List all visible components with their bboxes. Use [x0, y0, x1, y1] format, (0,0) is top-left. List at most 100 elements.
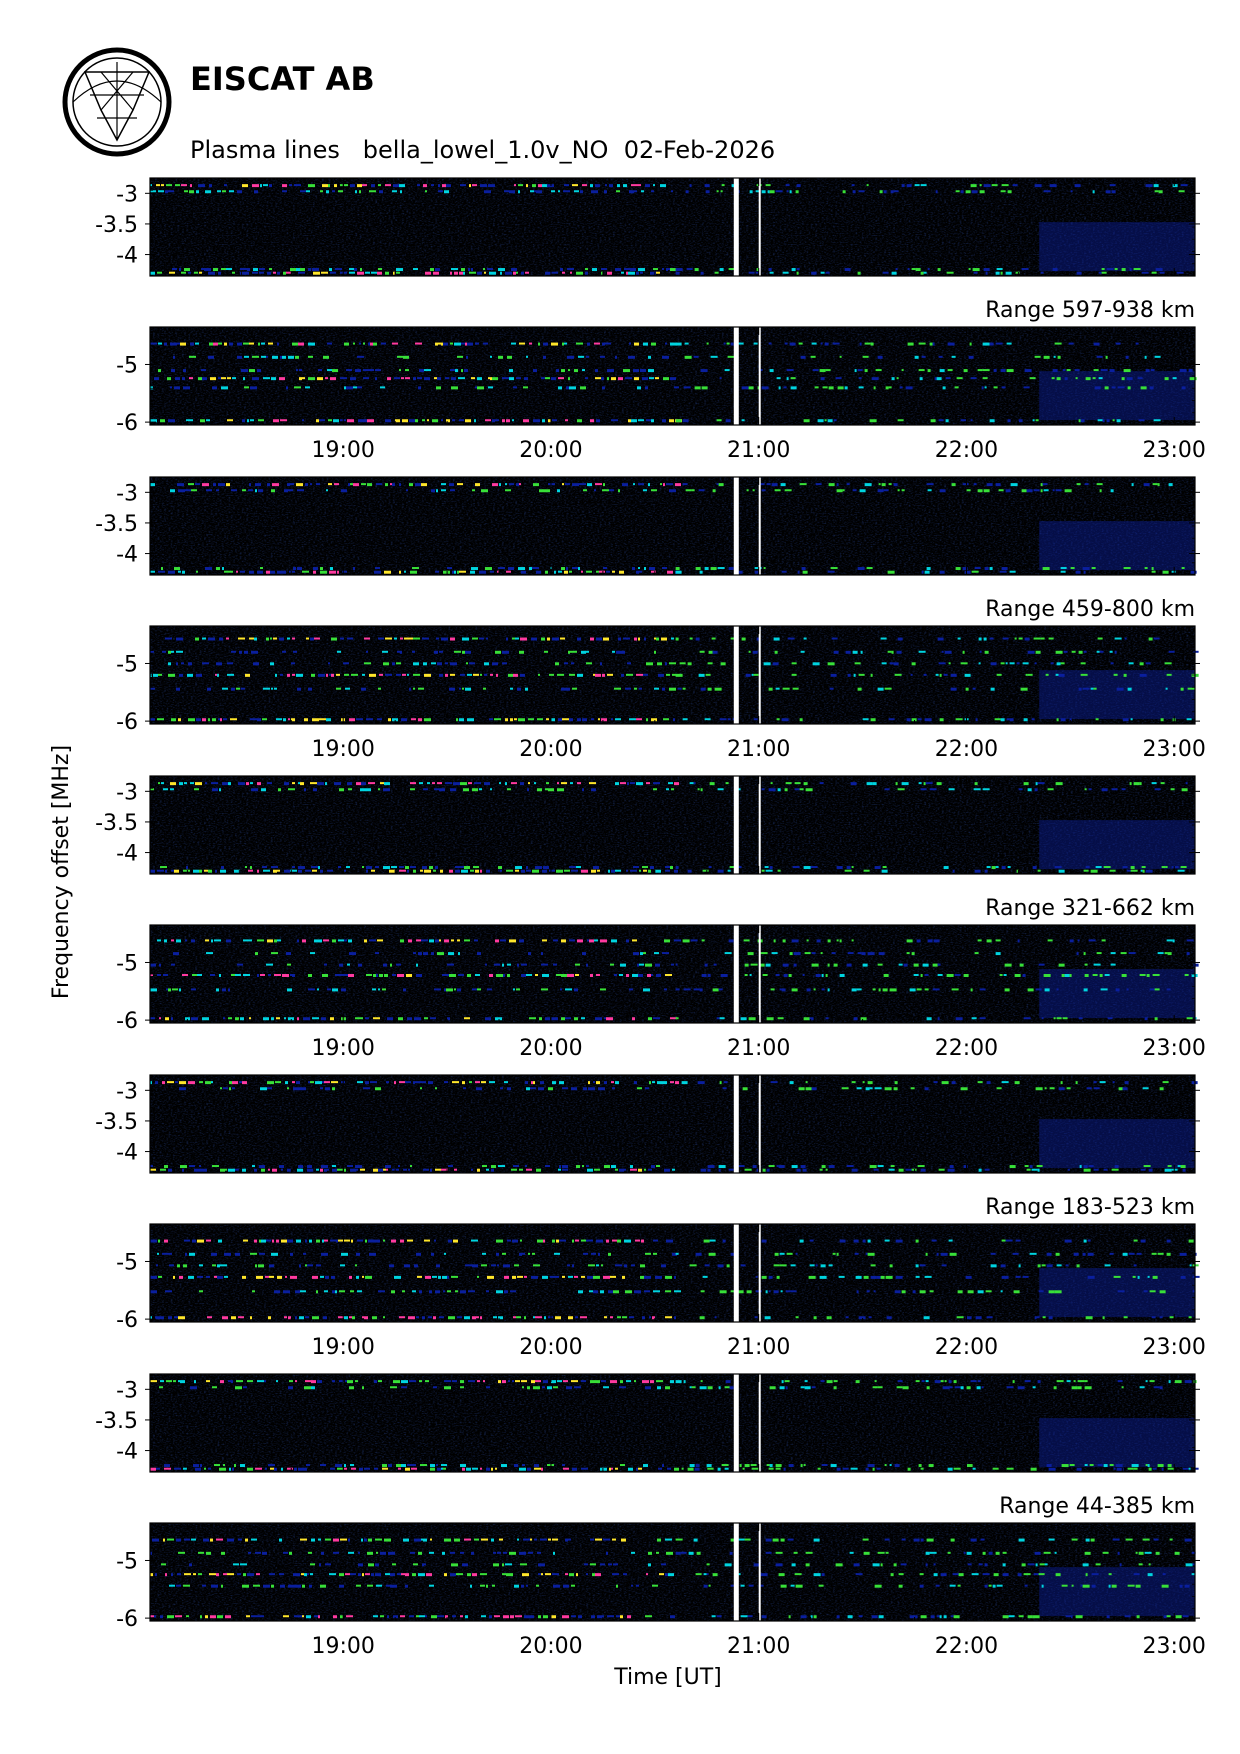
- signal-speckle: [782, 687, 790, 690]
- signal-speckle: [327, 1168, 329, 1171]
- signal-speckle: [416, 1316, 419, 1319]
- signal-speckle: [224, 184, 227, 187]
- signal-speckle: [239, 650, 242, 654]
- y-tick-label: -5: [116, 951, 138, 976]
- signal-speckle: [476, 1087, 482, 1091]
- signal-speckle: [867, 1252, 875, 1256]
- signal-speckle: [469, 1081, 472, 1084]
- signal-speckle: [1006, 369, 1014, 373]
- signal-speckle: [670, 1017, 677, 1020]
- signal-speckle: [372, 1316, 377, 1320]
- signal-speckle: [844, 268, 851, 272]
- signal-speckle: [966, 1386, 971, 1390]
- signal-speckle: [1162, 1081, 1169, 1084]
- signal-speckle: [640, 1264, 645, 1268]
- signal-speckle: [792, 687, 799, 690]
- signal-speckle: [853, 1239, 859, 1243]
- signal-speckle: [460, 1386, 464, 1389]
- signal-speckle: [175, 184, 180, 187]
- signal-speckle: [375, 1239, 380, 1243]
- signal-speckle: [373, 1168, 378, 1172]
- signal-speckle: [768, 1290, 771, 1293]
- signal-speckle: [703, 1573, 707, 1576]
- signal-speckle: [419, 1615, 425, 1618]
- signal-speckle: [344, 939, 347, 942]
- signal-speckle: [418, 952, 422, 956]
- signal-speckle: [183, 386, 190, 390]
- signal-speckle: [1106, 419, 1110, 423]
- signal-speckle: [1002, 637, 1009, 640]
- signal-speckle: [249, 570, 254, 574]
- signal-speckle: [889, 662, 894, 665]
- signal-speckle: [280, 419, 287, 422]
- signal-speckle: [603, 483, 605, 487]
- signal-speckle: [503, 1551, 507, 1554]
- signal-speckle: [863, 1275, 869, 1279]
- signal-speckle: [958, 1573, 964, 1577]
- signal-speckle: [815, 483, 822, 486]
- signal-speckle: [623, 184, 627, 188]
- signal-speckle: [1027, 1615, 1033, 1619]
- signal-speckle: [693, 782, 696, 785]
- signal-speckle: [364, 939, 367, 943]
- signal-speckle: [623, 369, 630, 373]
- signal-speckle: [893, 1087, 898, 1091]
- signal-speckle: [660, 483, 662, 486]
- signal-speckle: [356, 718, 363, 721]
- signal-speckle: [534, 782, 536, 785]
- signal-speckle: [853, 1017, 858, 1021]
- signal-speckle: [572, 1467, 577, 1471]
- signal-speckle: [1115, 988, 1120, 992]
- signal-speckle: [525, 687, 528, 691]
- signal-speckle: [303, 1017, 310, 1021]
- signal-speckle: [350, 1464, 354, 1467]
- signal-speckle: [524, 377, 528, 381]
- signal-speckle: [601, 1264, 603, 1267]
- signal-speckle: [557, 489, 560, 493]
- signal-speckle: [1025, 673, 1028, 676]
- signal-speckle: [552, 1081, 556, 1085]
- signal-speckle: [804, 1380, 808, 1383]
- signal-speckle: [279, 377, 285, 381]
- signal-speckle: [1027, 988, 1034, 992]
- signal-speckle: [362, 1573, 364, 1577]
- signal-speckle: [435, 1290, 440, 1294]
- signal-speckle: [1174, 1551, 1180, 1555]
- signal-speckle: [920, 788, 927, 791]
- signal-speckle: [685, 190, 689, 194]
- signal-speckle: [1005, 662, 1008, 665]
- signal-speckle: [1180, 184, 1188, 187]
- signal-speckle: [1162, 1573, 1166, 1576]
- signal-speckle: [184, 1239, 190, 1242]
- signal-speckle: [424, 1563, 426, 1566]
- signal-speckle: [1046, 1264, 1053, 1268]
- signal-speckle: [802, 974, 805, 976]
- signal-speckle: [850, 1467, 858, 1470]
- signal-speckle: [615, 718, 621, 721]
- signal-speckle: [168, 988, 171, 992]
- signal-speckle: [937, 963, 941, 966]
- signal-speckle: [583, 489, 587, 492]
- signal-speckle: [833, 1380, 838, 1383]
- signal-speckle: [308, 974, 312, 977]
- signal-speckle: [833, 1386, 837, 1390]
- signal-speckle: [799, 1239, 804, 1243]
- signal-speckle: [488, 377, 490, 380]
- signal-speckle: [370, 342, 373, 346]
- signal-speckle: [464, 1538, 471, 1541]
- signal-speckle: [379, 974, 383, 977]
- signal-speckle: [1142, 869, 1145, 873]
- signal-speckle: [788, 974, 792, 977]
- signal-speckle: [277, 342, 279, 346]
- signal-speckle: [586, 1239, 593, 1242]
- signal-speckle: [190, 1386, 197, 1390]
- signal-speckle: [954, 386, 959, 389]
- signal-speckle: [851, 939, 854, 942]
- signal-speckle: [1107, 1017, 1113, 1020]
- signal-speckle: [340, 1264, 345, 1267]
- signal-speckle: [425, 1615, 427, 1618]
- signal-speckle: [292, 866, 295, 869]
- signal-speckle: [444, 939, 449, 943]
- signal-speckle: [633, 952, 639, 956]
- signal-speckle: [934, 377, 937, 381]
